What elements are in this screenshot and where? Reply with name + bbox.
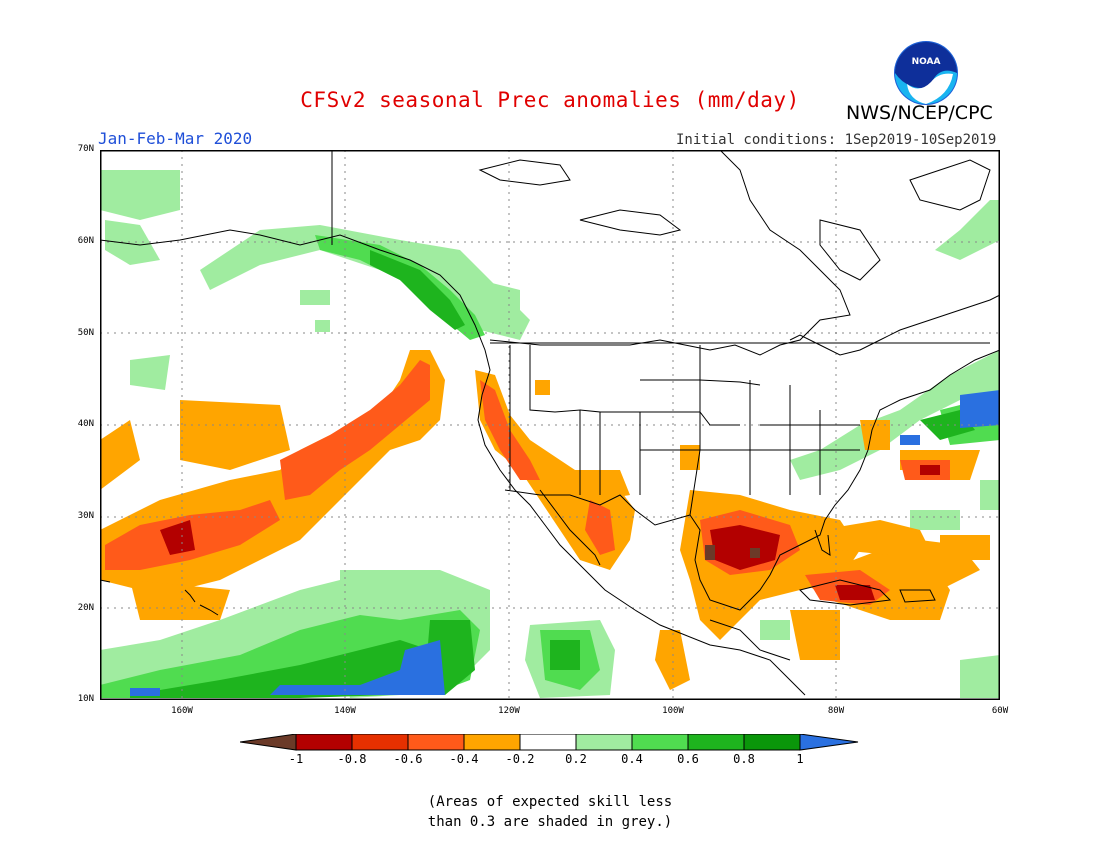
lon-label-160w: 160W [171,706,193,716]
colorbar-swatch-minus08 [295,733,353,751]
colorbar-label: -0.8 [337,752,367,766]
skill-footnote: (Areas of expected skill less than 0.3 a… [0,792,1100,832]
anomaly-brown [705,545,760,560]
lon-label-100w: 100W [662,706,684,716]
political-borders [331,150,990,661]
season-label: Jan-Feb-Mar 2020 [98,129,253,148]
colorbar-swatch-minus02 [463,733,521,751]
lon-label-80w: 80W [827,706,845,716]
colorbar-label: 0.8 [733,752,755,766]
colorbar-swatch-above-plus1 [799,733,859,751]
colorbar-label: 0.6 [677,752,699,766]
colorbar-swatch-plus02 [575,733,633,751]
skill-footnote-line1: (Areas of expected skill less [427,794,673,810]
colorbar-label: -0.2 [505,752,535,766]
colorbar-swatch-plus08 [743,733,801,751]
lat-label-50n: 50N [77,328,94,338]
colorbar-swatch-below-minus1 [239,733,297,751]
initial-conditions-label: Initial conditions: 1Sep2019-10Sep2019 [676,132,997,148]
anomaly-dark-red [160,465,940,600]
colorbar-swatch-minus06 [351,733,409,751]
lon-label-140w: 140W [334,706,356,716]
coastlines [99,149,1001,696]
lat-label-70n: 70N [77,144,94,154]
colorbar-label: -0.6 [393,752,423,766]
anomaly-blue [130,390,1000,696]
logo-text: NOAA [912,57,941,67]
organization-label: NWS/NCEP/CPC [846,102,993,124]
colorbar-swatch-neutral [519,733,577,751]
lat-label-60n: 60N [77,236,94,246]
colorbar-swatch-minus04 [407,733,465,751]
noaa-logo: NOAA [893,40,959,106]
colorbar-swatch-plus04 [631,733,689,751]
colorbar [239,733,860,756]
colorbar-label: 0.2 [565,752,587,766]
anomaly-map [99,149,1001,701]
colorbar-swatch-plus06 [687,733,745,751]
lat-label-20n: 20N [77,603,94,613]
map-title: CFSv2 seasonal Prec anomalies (mm/day) [300,88,800,112]
lat-label-40n: 40N [77,419,94,429]
lon-label-60w: 60W [991,706,1009,716]
colorbar-label: -0.4 [449,752,479,766]
anomaly-dark-green [130,250,975,698]
skill-footnote-line2: than 0.3 are shaded in grey.) [427,814,673,830]
lat-label-10n: 10N [77,694,94,704]
lon-label-120w: 120W [498,706,520,716]
colorbar-label: 1 [796,752,804,766]
lat-label-30n: 30N [77,511,94,521]
colorbar-label: -1 [288,752,304,766]
colorbar-label: 0.4 [621,752,643,766]
